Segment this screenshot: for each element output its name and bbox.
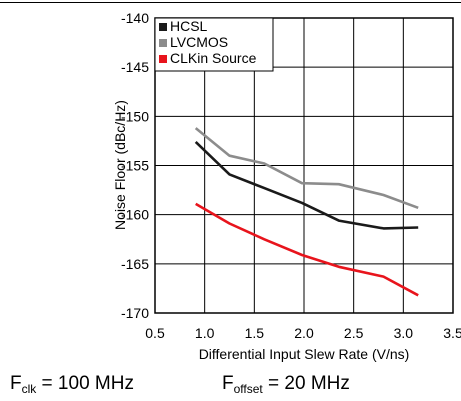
x-tick-label: 1.5	[245, 325, 265, 341]
fclk-caption: Fclk = 100 MHz	[10, 373, 134, 395]
fclk-value: = 100 MHz	[36, 373, 134, 394]
x-tick-label: 1.0	[195, 325, 215, 341]
y-tick-label: -160	[121, 207, 149, 223]
series-line-hcsl	[194, 140, 419, 230]
y-tick-label: -145	[121, 59, 149, 75]
legend-swatch	[159, 23, 167, 31]
x-tick-label: 2.0	[294, 325, 314, 341]
plot-frame	[154, 17, 454, 314]
legend-label: LVCMOS	[170, 34, 228, 50]
x-tick-label: 3.5	[443, 325, 461, 341]
y-tick-labels: -140 -145 -150 -155 -160 -165 -170	[121, 10, 149, 321]
x-tick-labels: 0.5 1.0 1.5 2.0 2.5 3.0 3.5	[145, 325, 461, 341]
y-axis-label: Noise Floor (dBc/Hz)	[112, 100, 128, 230]
legend-label: CLKin Source	[170, 50, 257, 66]
legend-box	[154, 17, 274, 72]
top-rule	[0, 2, 461, 3]
legend-swatch	[159, 39, 167, 47]
legend-swatch	[159, 55, 167, 63]
noise-floor-chart: -140 -145 -150 -155 -160 -165 -170 0.5 1.0 1.5 2.…	[112, 10, 461, 362]
x-tick-label: 2.5	[344, 325, 364, 341]
fclk-subscript: clk	[21, 382, 37, 396]
series-lines	[194, 127, 419, 297]
foffset-subscript: offset	[233, 382, 263, 396]
x-tick-label: 0.5	[145, 325, 165, 341]
y-tick-label: -140	[121, 10, 149, 26]
x-tick-label: 3.0	[394, 325, 414, 341]
y-tick-label: -165	[121, 256, 149, 272]
y-tick-label: -155	[121, 158, 149, 174]
fclk-symbol: F	[10, 373, 22, 394]
foffset-caption: Foffset = 20 MHz	[222, 373, 350, 395]
y-tick-label: -150	[121, 108, 149, 124]
series-line-clkin-source	[195, 202, 419, 297]
y-tick-label: -170	[121, 305, 149, 321]
series-line-lvcmos	[194, 127, 419, 210]
legend-label: HCSL	[170, 18, 208, 34]
foffset-symbol: F	[222, 373, 234, 394]
x-axis-label: Differential Input Slew Rate (V/ns)	[199, 346, 410, 362]
foffset-value: = 20 MHz	[262, 373, 350, 394]
